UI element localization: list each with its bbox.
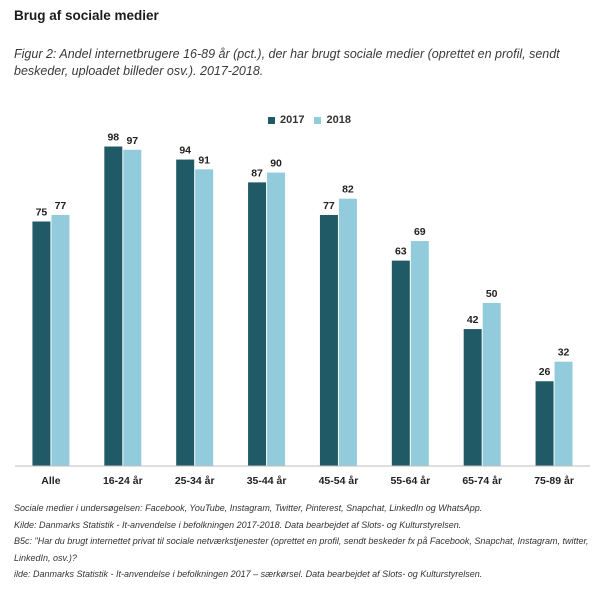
x-tick-label-3: 35-44 år — [247, 475, 287, 487]
data-label-2017-0: 75 — [36, 207, 48, 219]
bar-2017-5 — [391, 260, 410, 466]
data-label-2018-4: 82 — [342, 184, 354, 196]
data-label-2018-5: 69 — [414, 226, 426, 238]
footnote-question: B5c: "Har du brugt internettet privat ti… — [14, 536, 589, 563]
legend-swatch-2017 — [268, 116, 275, 124]
footnote-source: Kilde: Danmarks Statistik - It-anvendels… — [14, 519, 462, 530]
bar-2017-0 — [32, 221, 51, 466]
footnote-media-list: Sociale medier i undersøgelsen: Facebook… — [14, 503, 483, 513]
x-tick-label-5: 55-64 år — [390, 475, 430, 487]
bar-2017-2 — [176, 159, 195, 466]
data-label-2017-4: 77 — [323, 200, 335, 212]
x-tick-label-2: 25-34 år — [175, 475, 215, 487]
data-label-2018-1: 97 — [126, 135, 138, 147]
legend-item-2017: 2017 — [268, 114, 304, 126]
footnote-source-2: ilde: Danmarks Statistik - It-anvendelse… — [14, 569, 483, 579]
data-label-2018-6: 50 — [486, 288, 498, 300]
data-label-2017-1: 98 — [107, 132, 119, 144]
figure-caption: Figur 2: Andel internetbrugere 16-89 år … — [14, 47, 560, 78]
bar-2018-5 — [410, 241, 429, 466]
x-tick-label-6: 65-74 år — [462, 475, 502, 487]
data-label-2018-0: 77 — [55, 200, 67, 212]
bar-2018-6 — [482, 303, 501, 466]
data-label-2018-3: 90 — [270, 158, 282, 170]
bar-2017-4 — [319, 214, 338, 466]
data-label-2018-2: 91 — [198, 154, 210, 166]
bar-2017-1 — [104, 146, 123, 466]
bar-2018-7 — [554, 361, 573, 466]
legend-label-2017: 2017 — [280, 114, 305, 126]
bar-2017-7 — [535, 381, 554, 466]
data-label-2017-7: 26 — [539, 366, 551, 378]
data-label-2017-3: 87 — [251, 167, 263, 179]
x-tick-label-4: 45-54 år — [319, 475, 359, 487]
x-tick-label-7: 75-89 år — [534, 475, 574, 487]
legend-swatch-2018 — [314, 116, 322, 124]
x-tick-label-0: Alle — [41, 475, 60, 487]
legend-label-2018: 2018 — [326, 114, 351, 126]
bar-chart: 75 77 Alle 98 97 16-24 år 94 91 25-34 år 87 90 35-4… — [15, 132, 590, 487]
bar-2018-4 — [338, 198, 357, 466]
bar-2017-3 — [248, 182, 267, 466]
data-label-2017-5: 63 — [395, 246, 407, 258]
bar-2018-3 — [267, 172, 286, 466]
footnotes: Sociale medier i undersøgelsen: Facebook… — [14, 500, 589, 583]
data-label-2017-6: 42 — [467, 314, 479, 326]
data-label-2018-7: 32 — [558, 347, 570, 359]
bar-2018-0 — [51, 214, 70, 466]
x-tick-label-1: 16-24 år — [103, 475, 143, 487]
bar-2017-6 — [463, 329, 482, 466]
data-label-2017-2: 94 — [179, 145, 191, 157]
page-heading: Brug af sociale medier — [14, 8, 159, 23]
bar-2018-2 — [195, 169, 214, 466]
bar-2018-1 — [123, 149, 142, 466]
chart-legend: 2017 2018 — [268, 114, 361, 126]
legend-item-2018: 2018 — [314, 114, 351, 126]
